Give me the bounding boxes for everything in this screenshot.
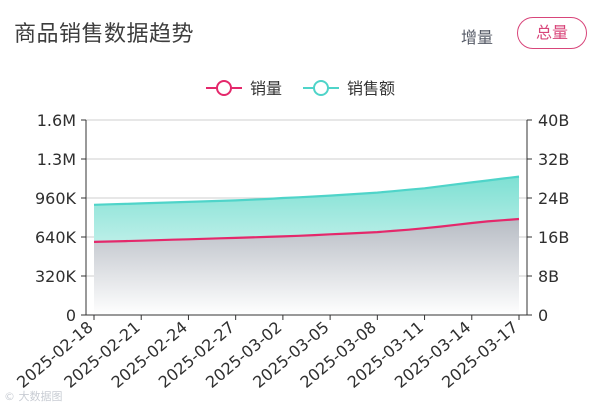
right-tick-label: 24B	[538, 189, 569, 208]
tab-total[interactable]: 总量	[517, 17, 587, 49]
legend-swatch-marker	[216, 80, 232, 96]
sales-area	[94, 219, 519, 315]
watermark: © 大数据图	[4, 390, 63, 403]
left-tick-label: 0	[66, 306, 76, 325]
legend-item: 销量	[206, 79, 282, 98]
legend-label: 销量	[250, 79, 282, 98]
left-tick-label: 960K	[35, 189, 77, 208]
areas	[94, 176, 519, 315]
right-tick-label: 8B	[538, 267, 559, 286]
lines	[93, 175, 520, 243]
right-tick-label: 32B	[538, 150, 569, 169]
left-tick-label: 1.3M	[37, 150, 76, 169]
legend-swatch-marker	[313, 80, 329, 96]
left-tick-label: 1.6M	[37, 111, 76, 130]
left-tick-label: 640K	[35, 228, 77, 247]
legend: 销量 销售额	[206, 79, 395, 98]
chart-title: 商品销售数据趋势	[14, 22, 195, 47]
revenue-line	[93, 175, 520, 206]
right-tick-label: 40B	[538, 111, 569, 130]
legend-item: 销售额	[303, 79, 395, 98]
tab-increment[interactable]: 增量	[461, 28, 494, 47]
right-tick-label: 0	[538, 306, 548, 325]
right-tick-label: 16B	[538, 228, 569, 247]
axes	[85, 120, 528, 316]
legend-label: 销售额	[347, 79, 395, 98]
left-tick-label: 320K	[35, 267, 77, 286]
sales-line	[93, 217, 520, 243]
